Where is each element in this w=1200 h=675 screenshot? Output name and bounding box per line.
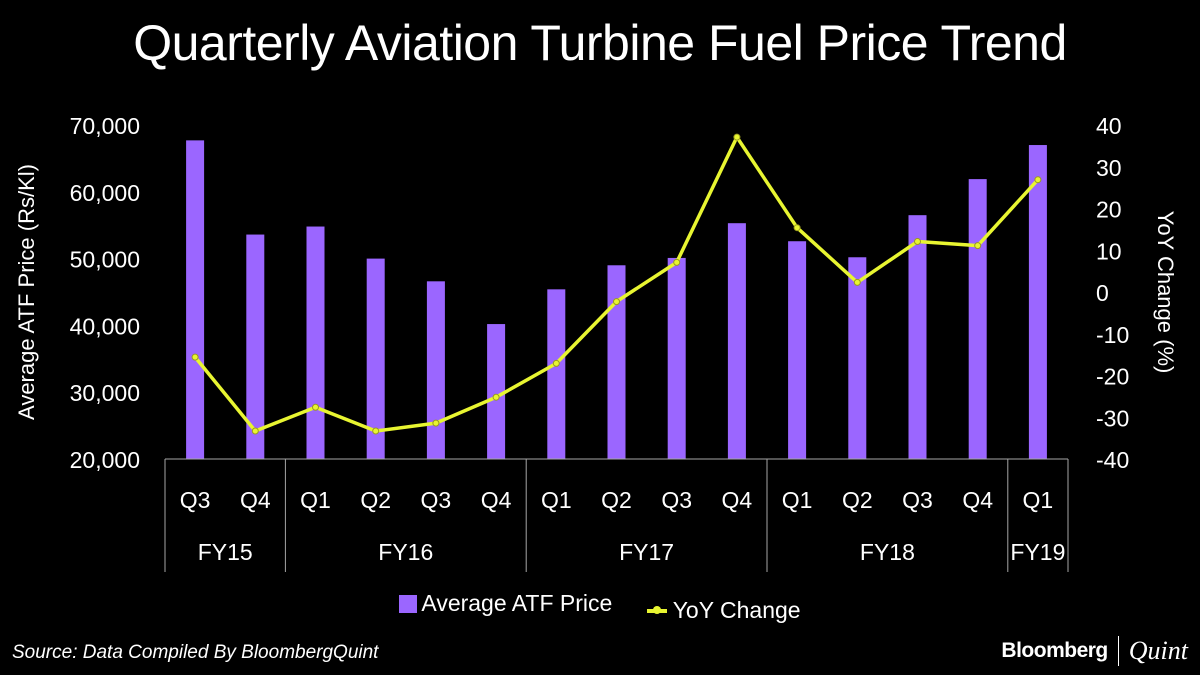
yoy-point — [673, 258, 681, 266]
yoy-point — [733, 133, 741, 141]
yoy-point — [974, 242, 982, 250]
x-tick-label: Q4 — [722, 487, 753, 513]
bar — [788, 241, 807, 459]
bar-swatch-icon — [399, 594, 418, 613]
chart-title: Quarterly Aviation Turbine Fuel Price Tr… — [133, 15, 1067, 71]
yoy-point — [552, 359, 560, 367]
x-tick-label: Q2 — [360, 487, 391, 513]
x-group-label: FY19 — [1010, 539, 1065, 565]
yoy-point — [372, 427, 380, 435]
bar — [667, 257, 686, 459]
y2-tick-label: -10 — [1096, 322, 1129, 348]
yoy-point — [251, 427, 259, 435]
bar — [306, 226, 325, 459]
x-tick-label: Q3 — [902, 487, 933, 513]
x-tick-label: Q1 — [300, 487, 331, 513]
x-tick-label: Q2 — [601, 487, 632, 513]
y2-tick-label: -30 — [1096, 405, 1129, 431]
yoy-point — [793, 224, 801, 232]
y2-tick-label: 40 — [1096, 113, 1122, 139]
x-group-label: FY16 — [378, 539, 433, 565]
y-tick-label: 70,000 — [70, 113, 140, 139]
x-tick-label: Q4 — [962, 487, 993, 513]
x-tick-label: Q3 — [180, 487, 211, 513]
line-series — [191, 133, 1042, 435]
bar — [186, 140, 205, 459]
bar — [1028, 145, 1047, 460]
y-axis-right-title: YoY Change (%) — [1153, 211, 1178, 374]
y-tick-label: 50,000 — [70, 247, 140, 273]
x-axis: Q3 Q4 Q1 Q2 Q3 Q4 Q1 Q2 Q3 Q4 Q1 Q2 Q3 Q4 Q1 FY15 FY16 FY… — [164, 458, 1069, 572]
bar — [908, 215, 927, 459]
y2-tick-label: 0 — [1096, 280, 1109, 306]
bar-series — [186, 140, 1047, 460]
legend-item-line: YoY Change — [646, 597, 801, 624]
y2-tick-label: 20 — [1096, 197, 1122, 223]
y-tick-label: 30,000 — [70, 380, 140, 406]
x-tick-label: Q3 — [661, 487, 692, 513]
bar — [426, 281, 445, 459]
y-tick-label: 40,000 — [70, 313, 140, 339]
bar — [246, 234, 265, 459]
yoy-point — [914, 237, 921, 245]
line-swatch-icon — [646, 605, 667, 614]
legend-bar-label: Average ATF Price — [421, 590, 613, 616]
legend-item-bar: Average ATF Price — [399, 590, 612, 617]
bar — [607, 265, 626, 459]
x-tick-label: Q4 — [481, 487, 512, 513]
legend: Average ATF Price YoY Change — [0, 590, 1200, 624]
x-tick-label: Q1 — [1023, 487, 1054, 513]
x-tick-label: Q3 — [421, 487, 452, 513]
bar — [487, 324, 506, 459]
y2-tick-label: 30 — [1096, 155, 1122, 181]
yoy-point — [312, 403, 319, 411]
yoy-point — [1034, 176, 1042, 184]
y2-tick-label: -20 — [1096, 364, 1129, 390]
x-group-label: FY17 — [619, 539, 674, 565]
y-axis-left-title: Average ATF Price (Rs/Kl) — [14, 164, 39, 420]
yoy-point — [492, 393, 500, 401]
y2-tick-label: 10 — [1096, 238, 1122, 264]
brand-divider — [1117, 636, 1119, 666]
yoy-point — [191, 353, 199, 361]
x-group-label: FY15 — [198, 539, 253, 565]
yoy-point — [613, 298, 620, 306]
source-note: Source: Data Compiled By BloombergQuint — [12, 642, 379, 663]
y-tick-label: 60,000 — [70, 180, 140, 206]
bar — [968, 179, 987, 459]
y-tick-label: 20,000 — [70, 447, 140, 473]
brand-quint: Quint — [1128, 636, 1188, 665]
y2-tick-label: -40 — [1096, 447, 1129, 473]
brand-bloomberg: Bloomberg — [1001, 639, 1108, 662]
brand-logo: Bloomberg Quint — [1001, 636, 1188, 666]
x-tick-label: Q1 — [541, 487, 572, 513]
bar — [848, 257, 867, 459]
x-tick-label: Q4 — [240, 487, 271, 513]
x-tick-label: Q1 — [782, 487, 813, 513]
yoy-point — [432, 419, 440, 427]
legend-line-label: YoY Change — [672, 597, 801, 623]
x-tick-label: Q2 — [842, 487, 873, 513]
bar — [366, 258, 385, 459]
bar — [547, 289, 566, 459]
yoy-point — [853, 278, 861, 286]
y-axis-right: -40 -30 -20 -10 0 10 20 30 40 — [1096, 113, 1129, 473]
bar — [727, 223, 746, 459]
x-group-label: FY18 — [860, 539, 915, 565]
y-axis-left: 20,000 30,000 40,000 50,000 60,000 70,000 — [70, 113, 140, 473]
